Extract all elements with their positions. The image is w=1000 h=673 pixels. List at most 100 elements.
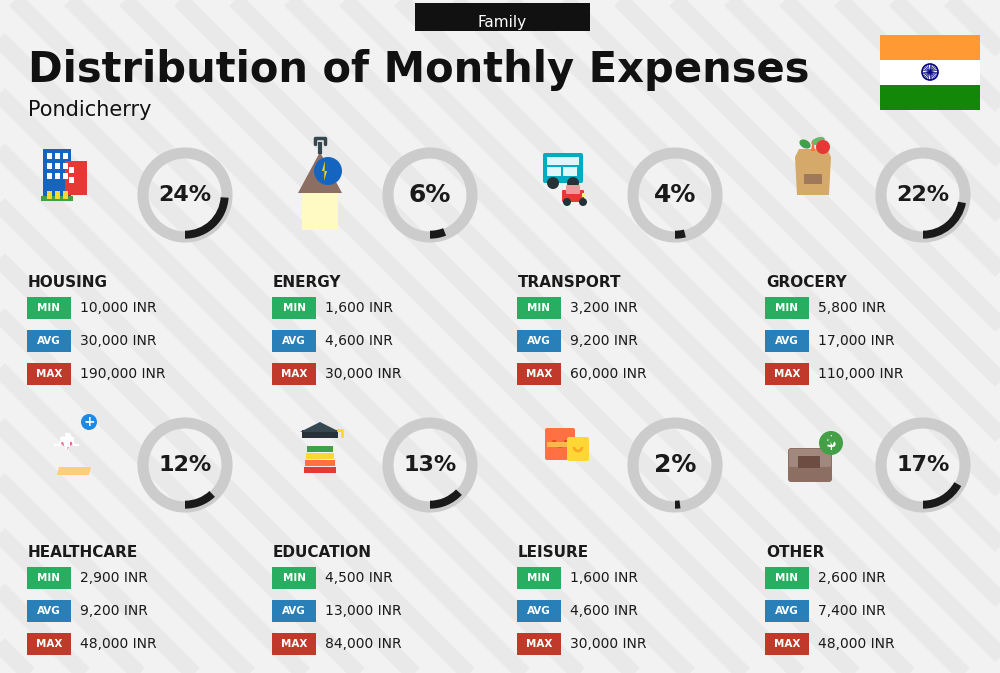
FancyBboxPatch shape (27, 600, 71, 622)
FancyBboxPatch shape (47, 163, 52, 169)
FancyBboxPatch shape (582, 193, 585, 197)
FancyBboxPatch shape (272, 330, 316, 352)
Text: 84,000 INR: 84,000 INR (325, 637, 402, 651)
Text: ENERGY: ENERGY (273, 275, 342, 290)
Text: +: + (83, 415, 95, 429)
FancyBboxPatch shape (63, 163, 68, 169)
FancyBboxPatch shape (55, 173, 60, 179)
FancyBboxPatch shape (804, 174, 822, 184)
Polygon shape (811, 139, 815, 151)
Wedge shape (923, 482, 961, 509)
Text: $: $ (826, 435, 836, 450)
FancyBboxPatch shape (65, 161, 87, 195)
FancyBboxPatch shape (789, 449, 831, 467)
Polygon shape (795, 149, 831, 195)
FancyBboxPatch shape (306, 453, 310, 459)
Text: MIN: MIN (528, 573, 550, 583)
Text: 4%: 4% (654, 183, 696, 207)
Wedge shape (430, 489, 462, 509)
Text: 48,000 INR: 48,000 INR (80, 637, 157, 651)
Text: 2,600 INR: 2,600 INR (818, 571, 886, 585)
Text: 4,600 INR: 4,600 INR (325, 334, 393, 348)
Text: AVG: AVG (282, 336, 306, 346)
Text: 12%: 12% (158, 455, 212, 475)
Text: 2,900 INR: 2,900 INR (80, 571, 148, 585)
Text: MAX: MAX (526, 639, 552, 649)
FancyBboxPatch shape (880, 35, 980, 60)
Text: 13%: 13% (403, 455, 457, 475)
FancyBboxPatch shape (47, 173, 52, 179)
FancyBboxPatch shape (63, 173, 68, 179)
Text: 60,000 INR: 60,000 INR (570, 367, 647, 381)
FancyBboxPatch shape (43, 149, 71, 197)
FancyBboxPatch shape (547, 157, 579, 165)
FancyBboxPatch shape (272, 600, 316, 622)
FancyBboxPatch shape (69, 167, 74, 173)
FancyBboxPatch shape (305, 460, 309, 466)
FancyBboxPatch shape (302, 193, 338, 230)
Text: MIN: MIN (283, 573, 306, 583)
Polygon shape (57, 467, 91, 475)
FancyBboxPatch shape (547, 167, 561, 176)
Text: 24%: 24% (158, 185, 212, 205)
FancyBboxPatch shape (517, 600, 561, 622)
Ellipse shape (811, 137, 825, 145)
FancyBboxPatch shape (788, 448, 832, 482)
FancyBboxPatch shape (566, 185, 580, 194)
FancyBboxPatch shape (63, 191, 68, 199)
Text: HOUSING: HOUSING (28, 275, 108, 290)
Text: 17%: 17% (896, 455, 950, 475)
FancyBboxPatch shape (765, 330, 809, 352)
Text: MIN: MIN (283, 303, 306, 313)
FancyBboxPatch shape (55, 163, 60, 169)
Polygon shape (298, 152, 342, 193)
FancyBboxPatch shape (27, 633, 71, 655)
Circle shape (547, 177, 559, 189)
Text: 48,000 INR: 48,000 INR (818, 637, 895, 651)
Text: 9,200 INR: 9,200 INR (80, 604, 148, 618)
FancyBboxPatch shape (60, 437, 74, 442)
FancyBboxPatch shape (880, 85, 980, 110)
Circle shape (81, 414, 97, 430)
Polygon shape (300, 422, 340, 432)
FancyBboxPatch shape (765, 297, 809, 319)
FancyBboxPatch shape (543, 153, 583, 183)
FancyBboxPatch shape (307, 446, 333, 452)
FancyBboxPatch shape (765, 600, 809, 622)
Text: 4,600 INR: 4,600 INR (570, 604, 638, 618)
FancyBboxPatch shape (563, 167, 577, 176)
Wedge shape (675, 229, 686, 239)
Circle shape (563, 198, 571, 206)
FancyBboxPatch shape (27, 330, 71, 352)
Text: 10,000 INR: 10,000 INR (80, 301, 157, 315)
FancyBboxPatch shape (272, 567, 316, 589)
Text: 9,200 INR: 9,200 INR (570, 334, 638, 348)
FancyBboxPatch shape (545, 428, 575, 460)
Text: TRANSPORT: TRANSPORT (518, 275, 622, 290)
Text: 30,000 INR: 30,000 INR (325, 367, 402, 381)
FancyBboxPatch shape (562, 190, 584, 202)
Wedge shape (923, 202, 966, 239)
Text: 22%: 22% (896, 185, 950, 205)
Polygon shape (61, 438, 73, 450)
Text: MAX: MAX (36, 639, 62, 649)
FancyBboxPatch shape (415, 3, 590, 31)
Text: OTHER: OTHER (766, 545, 824, 560)
Circle shape (579, 198, 587, 206)
Text: AVG: AVG (527, 336, 551, 346)
Text: 2%: 2% (654, 453, 696, 477)
Text: MAX: MAX (281, 369, 307, 379)
Text: MAX: MAX (774, 369, 800, 379)
Text: 13,000 INR: 13,000 INR (325, 604, 402, 618)
FancyBboxPatch shape (27, 297, 71, 319)
Text: MIN: MIN (528, 303, 550, 313)
FancyBboxPatch shape (765, 567, 809, 589)
Text: 5,800 INR: 5,800 INR (818, 301, 886, 315)
FancyBboxPatch shape (47, 153, 52, 159)
FancyBboxPatch shape (305, 460, 335, 466)
Circle shape (314, 157, 342, 185)
Circle shape (816, 140, 830, 154)
FancyBboxPatch shape (304, 467, 308, 473)
Text: LEISURE: LEISURE (518, 545, 589, 560)
FancyBboxPatch shape (304, 467, 336, 473)
